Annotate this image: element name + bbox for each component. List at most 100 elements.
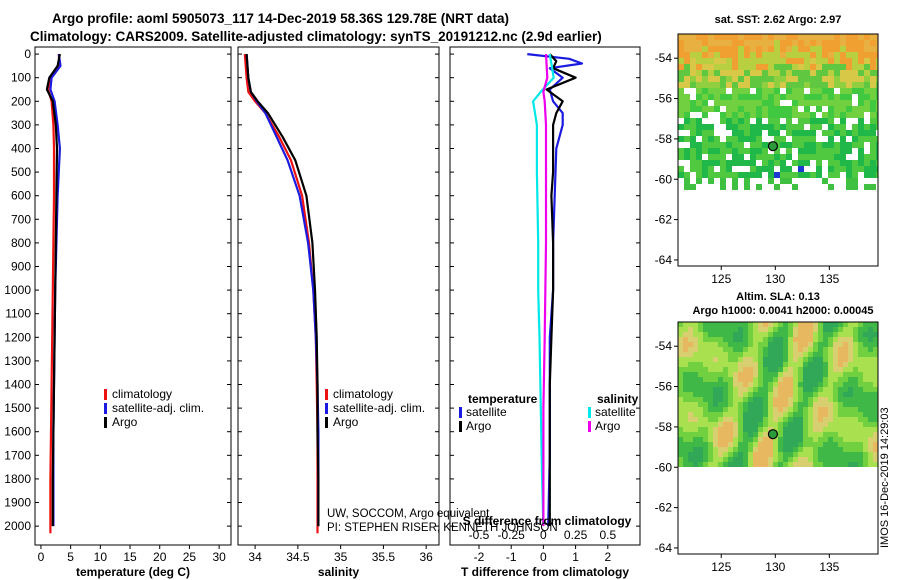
depth-tick-label: 100 <box>11 71 31 85</box>
temperature-xtick-label: 30 <box>212 550 226 564</box>
salinity-xtick-label: 35 <box>334 550 348 564</box>
sla-map-ytick-label: -58 <box>655 420 673 434</box>
depth-tick-label: 1300 <box>4 354 31 368</box>
depth-tick-label: 400 <box>11 141 31 155</box>
diff-legend-swatch <box>459 421 462 432</box>
difference-xtick-label: 0 <box>540 550 547 564</box>
salinity-frame <box>237 46 440 546</box>
salinity-xtick-label: 35.5 <box>372 550 396 564</box>
diff-legend-label: satellite <box>466 405 507 419</box>
sst-map-title: sat. SST: 2.62 Argo: 2.97 <box>714 14 842 26</box>
difference-series-temperature-satellite <box>527 53 584 527</box>
depth-tick-label: 1800 <box>4 472 31 486</box>
temperature-xlabel: temperature (deg C) <box>76 565 190 579</box>
temperature-xtick-label: 20 <box>153 550 167 564</box>
temperature-xtick-label: 10 <box>94 550 108 564</box>
temperature-legend-swatch <box>104 389 107 400</box>
sst-map-argo-marker <box>767 141 779 152</box>
sla-map-field <box>678 322 878 467</box>
salinity-xtick-label: 34 <box>248 550 262 564</box>
sla-map-ytick-label: -54 <box>655 339 673 353</box>
temperature-xtick-label: 15 <box>123 550 137 564</box>
sla-map-ytick-label: -60 <box>655 460 673 474</box>
diff-legend-label: satellite <box>595 405 636 419</box>
temperature-xtick-label: 5 <box>67 550 74 564</box>
depth-tick-label: 700 <box>11 212 31 226</box>
diff-top-tick-label: 0 <box>540 528 547 542</box>
sla-map-frame <box>677 321 879 555</box>
sst-map-ytick-label: -54 <box>655 51 673 65</box>
depth-tick-label: 1600 <box>4 425 31 439</box>
salinity-legend-swatch <box>325 403 328 414</box>
diff-legend-swatch <box>459 407 462 418</box>
sla-map-argo-marker <box>767 429 779 440</box>
temperature-frame <box>34 46 232 546</box>
salinity-legend-swatch <box>325 389 328 400</box>
salinity-series-climatology <box>243 54 319 534</box>
diff-legend-label: Argo <box>595 419 621 433</box>
depth-tick-label: 1000 <box>4 283 31 297</box>
temperature-legend-label: satellite-adj. clim. <box>112 401 204 415</box>
difference-series-temperature-argo <box>545 53 577 527</box>
sst-map <box>674 33 879 270</box>
diff-legend-temperature-title: temperature <box>468 392 538 406</box>
difference-xtick-label: -1 <box>506 550 517 564</box>
sla-map-subtitle: Argo h1000: 0.0041 h2000: 0.00045 <box>692 305 874 317</box>
depth-tick-label: 1100 <box>5 307 31 321</box>
salinity-series-argo <box>245 54 320 527</box>
temperature-xtick-label: 0 <box>38 550 45 564</box>
salinity-legend-label: climatology <box>333 387 393 401</box>
salinity-panel <box>237 46 440 549</box>
salinity-xtick-label: 34.5 <box>286 550 310 564</box>
depth-tick-label: 0 <box>24 47 31 61</box>
diff-top-tick-label: -0.5 <box>469 528 490 542</box>
depth-tick-label: 2000 <box>4 519 31 533</box>
depth-tick-label: 800 <box>11 236 31 250</box>
salinity-xlabel: salinity <box>318 565 360 579</box>
depth-tick-label: 200 <box>11 94 31 108</box>
sst-map-field <box>678 34 878 190</box>
difference-xtick-label: -2 <box>474 550 485 564</box>
sla-map-ytick-label: -56 <box>655 380 673 394</box>
sst-map-xtick-label: 125 <box>711 272 731 286</box>
depth-tick-label: 500 <box>11 165 31 179</box>
diff-top-axis-title: S difference from climatology <box>463 514 632 528</box>
sla-map-ytick-label: -62 <box>655 501 673 515</box>
attribution-line-2: PI: STEPHEN RISER, KENNETH JOHNSON <box>327 522 558 534</box>
sla-map-xtick-label: 130 <box>765 560 785 574</box>
difference-series-salinity-argo <box>542 54 549 527</box>
depth-tick-label: 1700 <box>4 448 31 462</box>
sla-map <box>674 321 879 558</box>
diff-legend-swatch <box>588 407 591 418</box>
sst-map-ytick-label: -60 <box>655 172 673 186</box>
temperature-series-argo <box>45 53 61 527</box>
depth-tick-label: 1200 <box>4 330 31 344</box>
depth-tick-label: 1500 <box>4 401 31 415</box>
sst-map-xtick-label: 135 <box>819 272 839 286</box>
temperature-xtick-label: 25 <box>183 550 197 564</box>
difference-frame <box>449 46 641 546</box>
salinity-series-satellite-adj-clim- <box>245 54 320 527</box>
salinity-legend-swatch <box>325 417 328 428</box>
diff-top-tick-label: -0.25 <box>498 528 526 542</box>
salinity-legend-label: satellite-adj. clim. <box>333 401 425 415</box>
title-line-2: Climatology: CARS2009. Satellite-adjuste… <box>30 29 602 44</box>
temperature-legend-label: Argo <box>112 415 138 429</box>
diff-top-tick-label: 0.25 <box>564 528 588 542</box>
sst-map-ytick-label: -64 <box>655 253 673 267</box>
difference-xtick-label: 1 <box>572 550 579 564</box>
sst-map-xtick-label: 130 <box>765 272 785 286</box>
difference-panel <box>449 46 641 549</box>
sst-map-ytick-label: -58 <box>655 132 673 146</box>
depth-tick-label: 600 <box>11 189 31 203</box>
diff-legend-swatch <box>588 421 591 432</box>
sst-map-frame <box>677 33 879 267</box>
timestamp-watermark: IMOS 16-Dec-2019 14:29:03 <box>879 407 891 548</box>
depth-tick-label: 300 <box>11 118 31 132</box>
diff-top-tick-label: 0.5 <box>599 528 616 542</box>
temperature-legend-swatch <box>104 403 107 414</box>
sst-map-ytick-label: -56 <box>655 92 673 106</box>
sla-map-title: Altim. SLA: 0.13 <box>736 291 820 303</box>
difference-xlabel: T difference from climatology <box>461 565 629 579</box>
diff-legend-label: Argo <box>466 419 492 433</box>
